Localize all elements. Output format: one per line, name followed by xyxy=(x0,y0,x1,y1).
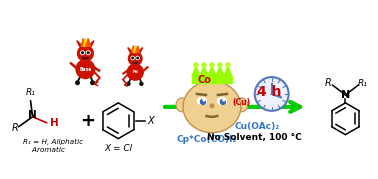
Polygon shape xyxy=(200,66,208,76)
Ellipse shape xyxy=(176,98,188,112)
Polygon shape xyxy=(83,38,88,46)
Polygon shape xyxy=(133,46,137,52)
Text: (Cu): (Cu) xyxy=(233,98,251,107)
Circle shape xyxy=(87,51,90,55)
Text: No Solvent, 100 °C: No Solvent, 100 °C xyxy=(208,133,302,142)
Polygon shape xyxy=(136,46,139,52)
Circle shape xyxy=(210,104,214,108)
Polygon shape xyxy=(86,38,90,46)
Ellipse shape xyxy=(183,81,241,133)
Ellipse shape xyxy=(197,97,206,104)
Polygon shape xyxy=(128,48,133,52)
Text: X: X xyxy=(147,116,154,126)
Polygon shape xyxy=(216,66,224,76)
Polygon shape xyxy=(208,66,216,76)
Polygon shape xyxy=(138,48,143,52)
Circle shape xyxy=(127,64,143,80)
Circle shape xyxy=(127,82,130,85)
Text: Base: Base xyxy=(79,67,91,72)
Text: R₁: R₁ xyxy=(26,88,36,97)
Circle shape xyxy=(226,63,230,67)
Text: Cu(OAc)₂: Cu(OAc)₂ xyxy=(234,122,279,131)
Circle shape xyxy=(76,60,95,78)
Circle shape xyxy=(202,63,206,67)
Text: X = Cl: X = Cl xyxy=(104,144,132,153)
Circle shape xyxy=(137,57,138,59)
Circle shape xyxy=(194,63,198,67)
Text: Co: Co xyxy=(197,75,211,85)
Circle shape xyxy=(91,81,94,84)
Circle shape xyxy=(210,63,214,67)
Circle shape xyxy=(255,77,289,111)
Polygon shape xyxy=(192,66,200,76)
Polygon shape xyxy=(192,76,232,83)
Circle shape xyxy=(76,81,79,84)
Circle shape xyxy=(136,56,139,60)
Text: 4 h: 4 h xyxy=(257,85,282,99)
Text: R: R xyxy=(11,123,18,133)
Circle shape xyxy=(140,82,143,85)
Circle shape xyxy=(220,99,225,104)
Text: R: R xyxy=(325,78,332,88)
Text: R₁ = H, Aliphatic
    Aromatic: R₁ = H, Aliphatic Aromatic xyxy=(23,139,83,153)
Circle shape xyxy=(77,46,93,61)
Text: N: N xyxy=(341,90,350,100)
Polygon shape xyxy=(88,41,94,46)
Circle shape xyxy=(132,57,133,59)
Text: Cp*Co(CO)I₂: Cp*Co(CO)I₂ xyxy=(177,135,237,144)
Polygon shape xyxy=(77,41,82,46)
Ellipse shape xyxy=(217,97,226,104)
Polygon shape xyxy=(81,38,85,46)
Text: Pd: Pd xyxy=(132,70,138,74)
Circle shape xyxy=(81,51,84,55)
Circle shape xyxy=(87,52,89,54)
Circle shape xyxy=(82,52,84,54)
Ellipse shape xyxy=(236,98,248,112)
Circle shape xyxy=(218,63,222,67)
Circle shape xyxy=(200,99,205,104)
Text: +: + xyxy=(80,112,95,130)
Circle shape xyxy=(129,52,142,65)
Text: H: H xyxy=(50,118,58,128)
Circle shape xyxy=(223,99,225,101)
Text: N: N xyxy=(28,110,37,120)
Polygon shape xyxy=(132,46,135,52)
Text: R₁: R₁ xyxy=(358,79,367,88)
Polygon shape xyxy=(224,66,232,76)
Circle shape xyxy=(203,99,205,101)
Circle shape xyxy=(131,56,134,60)
